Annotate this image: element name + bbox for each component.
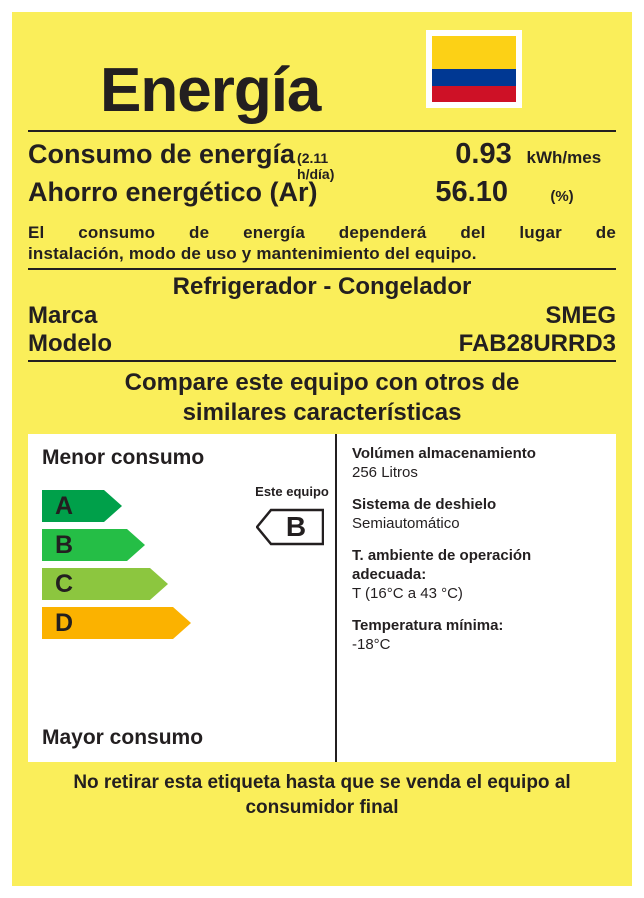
divider-3	[28, 360, 616, 362]
spec-entry: Sistema de deshielo Semiautomático	[352, 495, 608, 533]
footer-line-2: consumidor final	[245, 797, 399, 818]
lower-consumption-label: Menor consumo	[42, 446, 205, 469]
specs-list: Volúmen almacenamiento 256 Litros Sistema …	[352, 444, 608, 667]
spec-key: T. ambiente de operación adecuada:	[352, 547, 532, 583]
panel-divider	[335, 434, 337, 762]
spec-key: Sistema de deshielo	[352, 496, 497, 513]
energy-consumption-value: 0.93	[455, 138, 512, 170]
arrow-body: A	[42, 490, 104, 522]
arrow-tip	[104, 490, 122, 522]
energy-saving-label: Ahorro energético (Ar)	[28, 177, 318, 207]
brand-label: Marca	[28, 302, 98, 329]
divider-2	[28, 268, 616, 270]
product-section: Refrigerador - Congelador Marca SMEG Mod…	[12, 270, 632, 360]
compare-line-2: similares características	[182, 399, 462, 426]
footer-notice: No retirar esta etiqueta hasta que se ve…	[12, 762, 632, 820]
arrow-grade-letter: B	[55, 530, 74, 559]
brand-row: Marca SMEG	[28, 302, 616, 330]
energy-label: Energía Consumo de energía (2.11 h/día) …	[12, 12, 632, 886]
note-line-1: El consumo de energía dependerá del luga…	[28, 223, 616, 242]
spec-entry: T. ambiente de operación adecuada: T (16°…	[352, 546, 608, 603]
model-value: FAB28URRD3	[458, 330, 616, 357]
energy-consumption-label: Consumo de energía	[28, 139, 296, 169]
energy-consumption-row: Consumo de energía (2.11 h/día) 0.93 kWh…	[28, 138, 616, 182]
arrow-tip	[173, 607, 191, 639]
spec-value: T (16°C a 43 °C)	[352, 585, 463, 602]
efficiency-arrow-d: D	[42, 607, 191, 639]
energy-saving-unit: (%)	[550, 188, 574, 205]
flag-band-yellow	[432, 36, 516, 69]
label-header: Energía	[12, 12, 632, 130]
arrow-grade-letter: C	[55, 569, 74, 598]
page-title: Energía	[100, 56, 321, 125]
arrow-body: B	[42, 529, 127, 561]
this-equipment-label: Este equipo	[255, 484, 329, 499]
flag-band-blue	[432, 69, 516, 86]
consumption-section: Consumo de energía (2.11 h/día) 0.93 kWh…	[12, 132, 632, 216]
colombia-flag-icon	[426, 30, 522, 108]
this-equipment-pointer: B	[255, 506, 325, 548]
higher-consumption-label: Mayor consumo	[42, 726, 204, 749]
efficiency-arrow-b: B	[42, 529, 191, 561]
arrow-grade-letter: D	[55, 608, 74, 637]
compare-heading: Compare este equipo con otros de similar…	[12, 362, 632, 434]
this-equipment-grade: B	[285, 511, 307, 542]
spec-key: Volúmen almacenamiento	[352, 445, 536, 462]
efficiency-arrow-c: C	[42, 568, 191, 600]
footer-line-1: No retirar esta etiqueta hasta que se ve…	[73, 772, 571, 793]
arrow-grade-letter: A	[55, 491, 74, 520]
arrow-tip	[127, 529, 145, 561]
arrow-tip	[150, 568, 168, 600]
product-type: Refrigerador - Congelador	[172, 273, 472, 300]
divider-1	[28, 130, 616, 132]
energy-consumption-hours: (2.11 h/día)	[297, 150, 335, 182]
note-line-2: instalación, modo de uso y mantenimiento…	[28, 244, 477, 263]
spec-key: Temperatura mínima:	[352, 617, 504, 634]
spec-entry: Temperatura mínima: -18°C	[352, 616, 608, 654]
arrow-body: D	[42, 607, 173, 639]
model-row: Modelo FAB28URRD3	[28, 330, 616, 358]
energy-consumption-unit: kWh/mes	[526, 148, 602, 167]
spec-entry: Volúmen almacenamiento 256 Litros	[352, 444, 608, 482]
flag-band-red	[432, 85, 516, 102]
spec-value: -18°C	[352, 636, 391, 653]
compare-line-1: Compare este equipo con otros de	[124, 369, 520, 396]
consumption-note: El consumo de energía dependerá del luga…	[12, 216, 632, 268]
energy-saving-value: 56.10	[435, 176, 508, 208]
spec-value: Semiautomático	[352, 515, 460, 532]
efficiency-arrow-a: A	[42, 490, 191, 522]
model-label: Modelo	[28, 330, 112, 357]
spec-value: 256 Litros	[352, 464, 418, 481]
brand-value: SMEG	[545, 302, 616, 329]
energy-saving-row: Ahorro energético (Ar) 56.10 (%)	[28, 176, 616, 214]
pointer-shape-icon	[255, 508, 325, 546]
arrow-body: C	[42, 568, 150, 600]
